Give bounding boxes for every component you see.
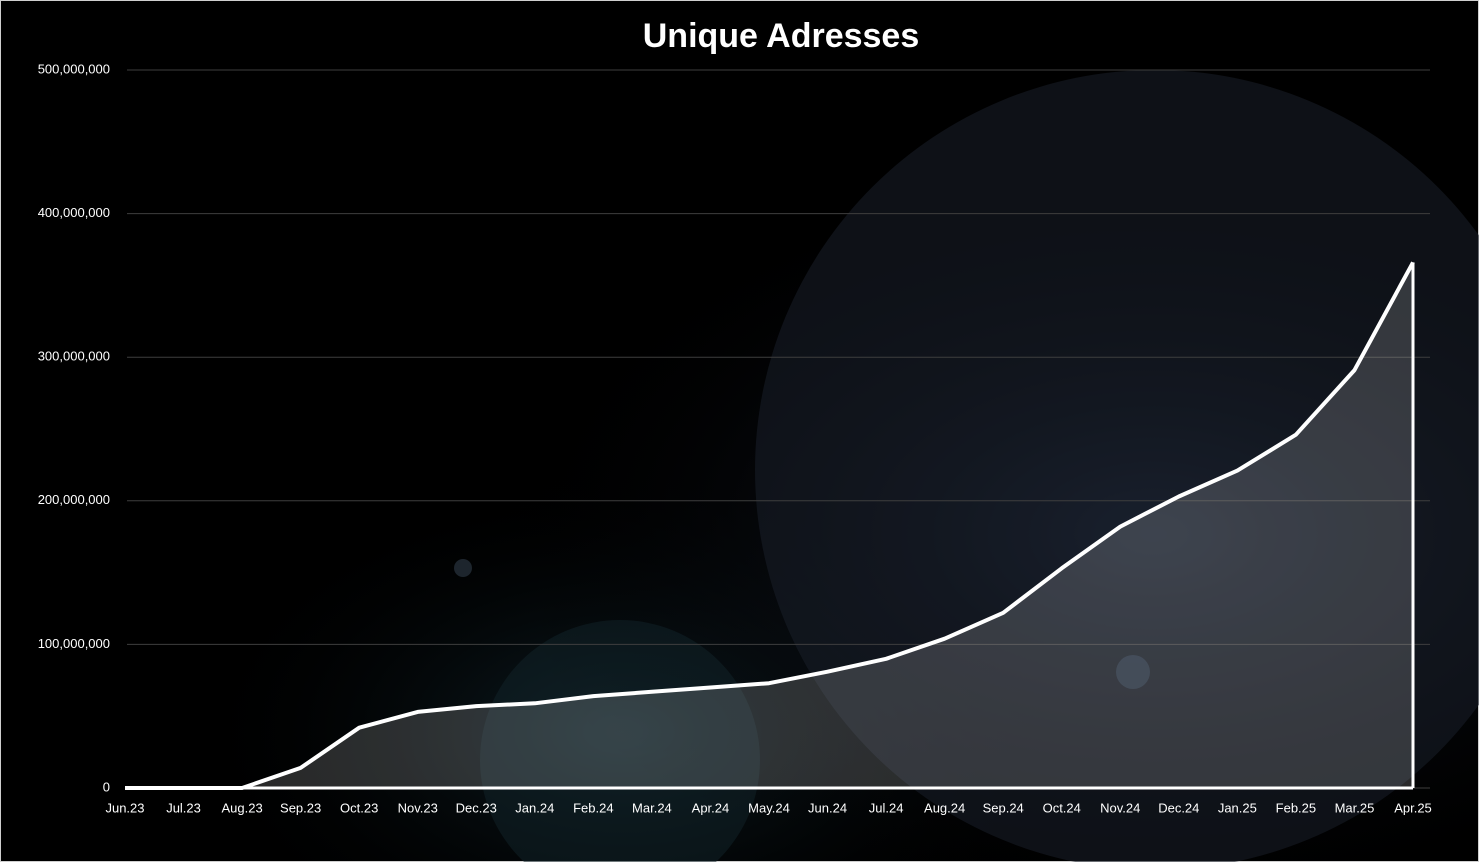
decor-circle bbox=[755, 70, 1479, 862]
x-tick-label: Feb.25 bbox=[1276, 800, 1316, 815]
x-tick-label: Jul.24 bbox=[869, 800, 904, 815]
x-tick-label: Feb.24 bbox=[573, 800, 613, 815]
x-tick-label: Jan.25 bbox=[1218, 800, 1257, 815]
x-tick-label: May.24 bbox=[748, 800, 790, 815]
x-tick-label: Dec.23 bbox=[456, 800, 497, 815]
x-tick-label: Nov.23 bbox=[398, 800, 438, 815]
y-tick-label: 100,000,000 bbox=[38, 636, 110, 651]
x-tick-label: Apr.25 bbox=[1394, 800, 1432, 815]
x-tick-label: Jan.24 bbox=[515, 800, 554, 815]
y-tick-label: 500,000,000 bbox=[38, 61, 110, 76]
x-tick-label: Nov.24 bbox=[1100, 800, 1140, 815]
x-tick-label: Jun.24 bbox=[808, 800, 847, 815]
x-tick-label: Sep.23 bbox=[280, 800, 321, 815]
x-tick-label: Oct.24 bbox=[1043, 800, 1081, 815]
y-tick-label: 300,000,000 bbox=[38, 349, 110, 364]
x-tick-label: Jul.23 bbox=[166, 800, 201, 815]
x-tick-label: Oct.23 bbox=[340, 800, 378, 815]
area-fill bbox=[125, 262, 1413, 788]
y-tick-label: 400,000,000 bbox=[38, 205, 110, 220]
x-tick-label: Mar.25 bbox=[1335, 800, 1375, 815]
x-tick-label: Dec.24 bbox=[1158, 800, 1199, 815]
x-tick-label: Mar.24 bbox=[632, 800, 672, 815]
y-tick-label: 0 bbox=[103, 779, 110, 794]
decor-circle bbox=[1116, 655, 1150, 689]
x-tick-label: Jun.23 bbox=[105, 800, 144, 815]
chart-title: Unique Adresses bbox=[643, 17, 920, 55]
x-tick-label: Apr.24 bbox=[692, 800, 730, 815]
y-tick-label: 200,000,000 bbox=[38, 492, 110, 507]
x-tick-label: Sep.24 bbox=[983, 800, 1024, 815]
x-tick-label: Aug.24 bbox=[924, 800, 965, 815]
decor-circle bbox=[480, 620, 760, 862]
decor-circle bbox=[454, 559, 472, 577]
x-tick-label: Aug.23 bbox=[221, 800, 262, 815]
line bbox=[125, 261, 1415, 790]
